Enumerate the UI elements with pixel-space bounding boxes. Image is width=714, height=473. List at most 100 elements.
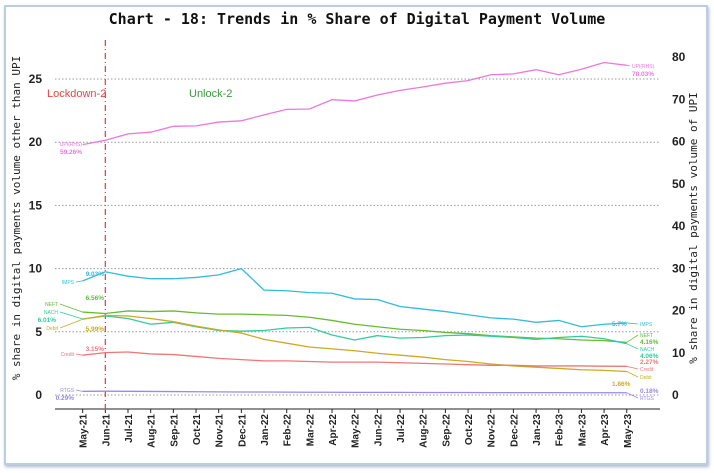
x-tick-label: Nov-21 — [215, 414, 226, 448]
series-name-start: Debit — [46, 326, 58, 332]
series-name-end: NACH — [640, 347, 655, 353]
label-leader — [59, 303, 83, 313]
left-tick-label: 5 — [35, 325, 42, 339]
right-tick-label: 0 — [672, 388, 679, 402]
x-tick-label: May-22 — [351, 414, 362, 448]
series-upirhs: UPI(RHS)59.26%UPI(RHS)78.03% — [60, 61, 655, 156]
x-axis: May-21 Jun-21 Jul-21 Aug-21 Sep-21 Oct-21 Nov-… — [55, 408, 660, 448]
series-name-end: IMPS — [640, 322, 653, 328]
left-tick-label: 20 — [29, 135, 43, 149]
x-tick-label: Oct-21 — [192, 414, 203, 446]
start-value-label: 6.01% — [38, 317, 57, 324]
x-tick-label: Dec-22 — [509, 414, 520, 447]
series-name-start: NEFT — [45, 302, 58, 308]
end-value-label: 5.7% — [612, 321, 627, 328]
label-leader — [626, 64, 631, 67]
end-value-label: 0.18% — [640, 388, 659, 395]
label-leader — [59, 318, 83, 329]
series-name-start: IMPS — [62, 280, 75, 286]
x-tick-label: Oct-22 — [464, 414, 475, 446]
start-value-label: 9.03% — [86, 271, 105, 278]
left-tick-label: 25 — [29, 72, 43, 86]
label-leader — [75, 280, 83, 283]
x-tick-label: Jul-21 — [124, 414, 135, 443]
x-tick-label: Aug-22 — [419, 414, 430, 448]
series-line — [82, 310, 627, 344]
gridlines — [55, 78, 660, 396]
chart-frame — [4, 5, 708, 465]
start-value-label: 3.15% — [86, 346, 105, 353]
right-tick-label: 80 — [672, 50, 686, 64]
series-line — [82, 351, 627, 367]
label-leader — [626, 392, 639, 399]
start-value-label: 6.56% — [86, 295, 105, 302]
series-name-start: NACH — [44, 310, 59, 316]
label-leader — [626, 334, 639, 343]
label-leader — [626, 343, 639, 350]
x-tick-label: Jun-21 — [101, 414, 112, 447]
x-tick-label: Jul-22 — [396, 414, 407, 443]
label-leader — [82, 143, 85, 145]
right-tick-label: 50 — [672, 177, 686, 191]
end-value-label: 4.06% — [640, 353, 659, 360]
start-value-label: 0.29% — [56, 395, 75, 402]
label-leader — [626, 322, 639, 325]
label-leader — [59, 311, 83, 320]
x-tick-label: May-23 — [623, 414, 634, 448]
x-tick-label: Feb-23 — [555, 414, 566, 447]
end-value-label: 4.16% — [640, 339, 659, 346]
label-leader — [75, 353, 83, 356]
right-tick-label: 70 — [672, 92, 686, 106]
series-name-end: UPI(RHS) — [632, 64, 655, 70]
right-tick-label: 60 — [672, 135, 686, 149]
series-name-end: NEFT — [640, 333, 653, 339]
right-tick-label: 20 — [672, 304, 686, 318]
series-line — [82, 267, 627, 328]
annotation-lockdown: Lockdown-2 — [47, 88, 106, 100]
left-tick-label: 15 — [29, 198, 43, 212]
x-tick-label: Mar-23 — [577, 414, 588, 447]
x-tick-label: Sep-21 — [169, 414, 180, 447]
end-value-label: 2.27% — [640, 359, 659, 366]
start-value-label: 5.99% — [86, 326, 105, 333]
right-axis-ticks: 0 10 20 30 40 50 60 70 80 — [672, 50, 686, 402]
right-tick-label: 10 — [672, 346, 686, 360]
x-tick-label: Jan-23 — [532, 414, 543, 446]
series-name-end: RTGS — [640, 396, 654, 402]
series-imps: IMPS 9.03% IMPS 5.7% — [62, 267, 653, 328]
series-name-end: Credit — [640, 367, 654, 373]
label-leader — [626, 371, 639, 378]
x-tick-label: Feb-22 — [283, 414, 294, 447]
x-tick-label: May-21 — [79, 414, 90, 448]
label-leader — [626, 365, 639, 370]
x-tick-label: Aug-21 — [147, 414, 158, 448]
annotation-unlock: Unlock-2 — [189, 88, 232, 100]
right-tick-label: 30 — [672, 261, 686, 275]
left-axis-label: % share in digital payments volume other… — [10, 56, 23, 381]
start-value-label: 59.26% — [60, 149, 82, 156]
series-name-start: Credit — [61, 352, 75, 358]
left-axis-ticks: 0 5 10 15 20 25 — [29, 72, 43, 402]
label-leader — [75, 389, 83, 392]
x-tick-label: Apr-22 — [328, 414, 339, 446]
series-name-start: UPI(RHS) — [60, 142, 83, 148]
series-name-end: Debit — [640, 375, 652, 381]
right-tick-label: 40 — [672, 219, 686, 233]
x-tick-label: Mar-22 — [305, 414, 316, 447]
x-tick-label: Jun-22 — [373, 414, 384, 447]
right-axis-label: % share in digital payments volume of UP… — [687, 92, 700, 364]
x-tick-label: Apr-23 — [600, 414, 611, 446]
series-name-start: RTGS — [60, 388, 74, 394]
x-tick-label: Dec-21 — [237, 414, 248, 447]
series-line — [82, 390, 627, 394]
x-tick-label: Nov-22 — [487, 414, 498, 448]
end-value-label: 78.03% — [632, 71, 654, 78]
series-line — [82, 61, 627, 146]
series-line — [82, 314, 627, 373]
chart-title: Chart - 18: Trends in % Share of Digital… — [108, 10, 606, 28]
end-value-label: 1.86% — [612, 381, 631, 388]
